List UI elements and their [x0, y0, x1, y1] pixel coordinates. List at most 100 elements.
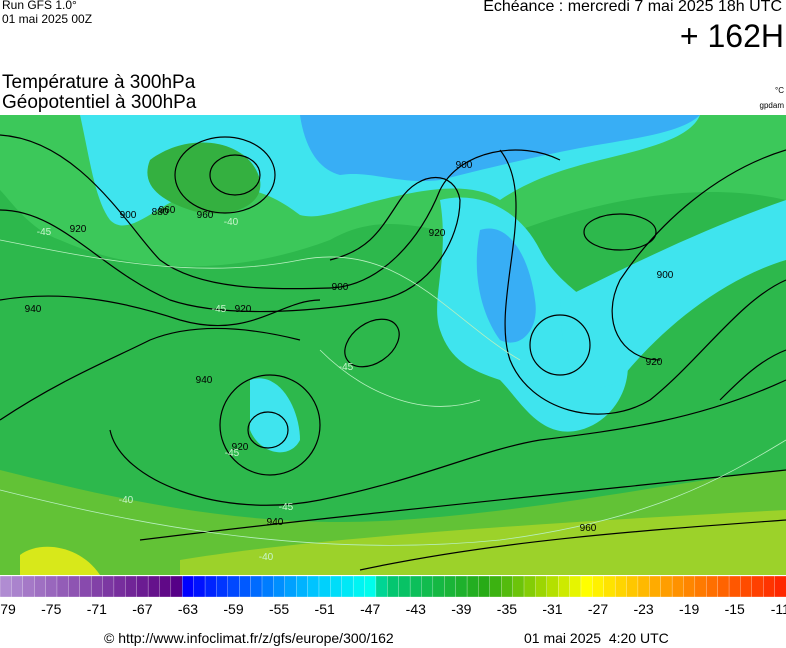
colorbar-swatch	[626, 575, 639, 598]
colorbar-swatch	[660, 575, 673, 598]
colorbar-swatch	[284, 575, 297, 598]
colorbar-swatch	[671, 575, 684, 598]
colorbar-swatch	[68, 575, 81, 598]
colorbar-swatch	[535, 575, 548, 598]
colorbar-label: -47	[360, 601, 380, 617]
run-date: 01 mai 2025 00Z	[2, 12, 93, 26]
unit: °C	[775, 86, 784, 95]
contour-label: 920	[232, 442, 249, 453]
colorbar-swatch	[113, 575, 126, 598]
contour-label: -40	[259, 552, 274, 563]
colorbar-swatch	[421, 575, 434, 598]
param-title: Température à 300hPa	[2, 72, 196, 93]
footer-url: © http://www.infoclimat.fr/z/gfs/europe/…	[104, 630, 394, 646]
colorbar-swatch	[125, 575, 138, 598]
footer-date: 01 mai 2025 4:20 UTC	[524, 630, 669, 646]
colorbar-swatch	[694, 575, 707, 598]
colorbar-swatch	[774, 575, 786, 598]
colorbar-swatch	[170, 575, 183, 598]
colorbar-swatch	[466, 575, 479, 598]
colorbar-label: -27	[588, 601, 608, 617]
contour-label: -40	[119, 495, 134, 506]
colorbar-swatch	[592, 575, 605, 598]
colorbar-swatch	[0, 575, 12, 598]
colorbar-swatch	[307, 575, 320, 598]
colorbar-swatch	[432, 575, 445, 598]
colorbar-swatch	[398, 575, 411, 598]
unit: gpdam	[759, 101, 784, 110]
contour-label: 920	[646, 357, 663, 368]
colorbar-swatch	[364, 575, 377, 598]
colorbar-swatch	[444, 575, 457, 598]
colorbar-swatch	[740, 575, 753, 598]
colorbar-swatch	[580, 575, 593, 598]
colorbar-swatch	[558, 575, 571, 598]
colorbar: -79 -75 -71 -67 -63 -59 -55 -51 -47 -43 -39 -35 -31 -…	[0, 575, 786, 617]
colorbar-label: -11	[771, 601, 786, 617]
colorbar-swatch	[182, 575, 195, 598]
contour-label: 920	[70, 224, 87, 235]
colorbar-swatch	[728, 575, 741, 598]
colorbar-swatch	[637, 575, 650, 598]
colorbar-label: -51	[315, 601, 335, 617]
field	[0, 115, 786, 575]
colorbar-swatch	[614, 575, 627, 598]
colorbar-label: -55	[269, 601, 289, 617]
contour-label: 940	[196, 375, 213, 386]
contour-label: 900	[456, 160, 473, 171]
colorbar-label: -43	[406, 601, 426, 617]
colorbar-swatch	[683, 575, 696, 598]
colorbar-swatch	[603, 575, 616, 598]
colorbar-swatch	[90, 575, 103, 598]
contours	[0, 134, 786, 571]
contour-label: 960	[580, 523, 597, 534]
colorbar-label: -35	[497, 601, 517, 617]
colorbar-label: -23	[633, 601, 653, 617]
colorbar-swatch	[352, 575, 365, 598]
contour-label: 920	[429, 228, 446, 239]
colorbar-swatch	[204, 575, 217, 598]
colorbar-swatch	[318, 575, 331, 598]
contour-label: -45	[339, 362, 354, 373]
colorbar-swatch	[261, 575, 274, 598]
isotherms	[0, 239, 786, 546]
colorbar-swatch	[227, 575, 240, 598]
colorbar-label: -39	[451, 601, 471, 617]
colorbar-label: -75	[41, 601, 61, 617]
colorbar-swatch	[649, 575, 662, 598]
colorbar-swatch	[455, 575, 468, 598]
colorbar-swatch	[11, 575, 24, 598]
colorbar-swatch	[751, 575, 764, 598]
contour-label: 940	[25, 304, 42, 315]
colorbar-swatch	[159, 575, 172, 598]
colorbar-swatch	[45, 575, 58, 598]
colorbar-swatch	[34, 575, 47, 598]
colorbar-swatch	[478, 575, 491, 598]
contour-label: 880	[152, 207, 169, 218]
colorbar-swatch	[375, 575, 388, 598]
colorbar-swatch	[409, 575, 422, 598]
colorbar-swatch	[763, 575, 776, 598]
colorbar-label: -31	[542, 601, 562, 617]
contour-label: -45	[212, 304, 227, 315]
colorbar-swatch	[250, 575, 263, 598]
colorbar-swatch	[136, 575, 149, 598]
contour-label: 900	[657, 270, 674, 281]
colorbar-swatch	[193, 575, 206, 598]
colorbar-swatch	[523, 575, 536, 598]
colorbar-label: -71	[87, 601, 107, 617]
colorbar-label: -67	[132, 601, 152, 617]
colorbar-swatch	[22, 575, 35, 598]
colorbar-swatch	[239, 575, 252, 598]
colorbar-swatch	[330, 575, 343, 598]
contour-label: 900	[332, 282, 349, 293]
run: Run GFS 1.0°	[2, 0, 77, 12]
colorbar-label: -63	[178, 601, 198, 617]
colorbar-swatch	[512, 575, 525, 598]
colorbar-swatch	[546, 575, 559, 598]
colorbar-swatch	[706, 575, 719, 598]
contour-label: 940	[267, 517, 284, 528]
echeance: Echéance : mercredi 7 mai 2025 18h UTC	[483, 0, 782, 15]
